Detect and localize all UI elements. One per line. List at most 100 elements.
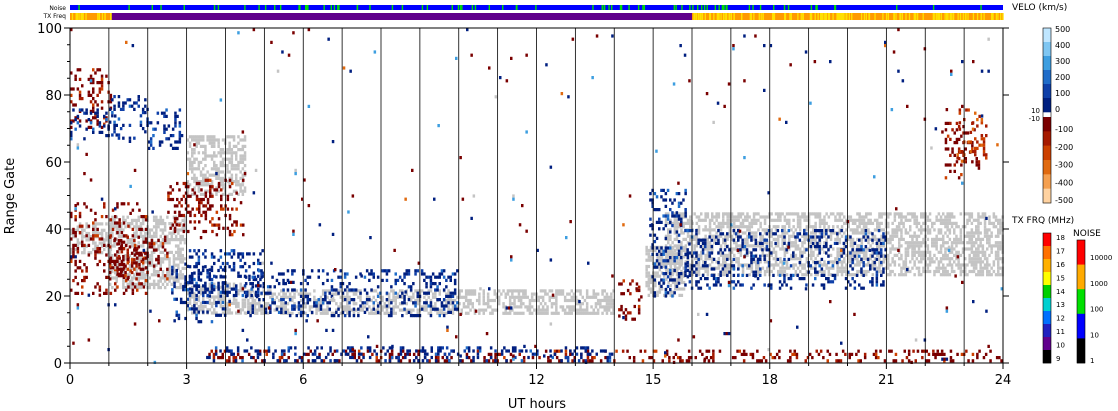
data-cell bbox=[862, 269, 866, 274]
data-cell bbox=[935, 266, 938, 270]
data-cell bbox=[126, 261, 129, 265]
data-cell bbox=[728, 225, 732, 229]
data-cell bbox=[777, 215, 780, 219]
data-cell bbox=[889, 263, 892, 267]
data-cell bbox=[103, 124, 106, 128]
noise-bar-tick bbox=[834, 5, 837, 10]
data-cell bbox=[760, 359, 763, 363]
data-cell bbox=[122, 260, 125, 264]
data-cell bbox=[197, 308, 201, 312]
data-cell bbox=[917, 273, 921, 277]
data-cell bbox=[786, 359, 790, 363]
data-cell bbox=[792, 257, 795, 261]
data-cell bbox=[215, 188, 219, 192]
data-cell bbox=[81, 231, 84, 236]
data-cell bbox=[734, 356, 737, 360]
data-cell bbox=[964, 269, 967, 274]
data-cell bbox=[232, 167, 236, 171]
data-cell bbox=[955, 263, 958, 267]
top-status-bars: Noise TX Freq bbox=[42, 5, 1004, 20]
data-cell bbox=[137, 235, 140, 239]
data-cell bbox=[658, 290, 662, 294]
data-cell bbox=[818, 212, 822, 216]
data-cell bbox=[759, 247, 762, 251]
data-cell bbox=[999, 244, 1002, 248]
data-cell bbox=[177, 231, 180, 235]
data-cell bbox=[689, 266, 692, 270]
data-cell bbox=[232, 285, 236, 289]
data-cell bbox=[111, 266, 115, 270]
data-cell bbox=[654, 271, 657, 275]
data-cell bbox=[816, 247, 820, 251]
data-cell bbox=[794, 241, 798, 245]
data-cell bbox=[188, 298, 192, 302]
data-cell bbox=[708, 241, 712, 245]
data-cell bbox=[860, 231, 864, 235]
data-cell bbox=[89, 74, 93, 78]
data-cell bbox=[233, 197, 236, 202]
data-cell bbox=[850, 352, 854, 356]
data-cell bbox=[407, 295, 411, 299]
data-cell bbox=[103, 202, 106, 206]
data-cell bbox=[561, 292, 565, 296]
data-cell bbox=[221, 311, 225, 315]
data-cell bbox=[717, 266, 721, 270]
data-cell bbox=[180, 197, 183, 202]
data-cell bbox=[893, 273, 897, 277]
data-cell bbox=[981, 250, 985, 254]
data-cell bbox=[953, 269, 956, 274]
data-cell bbox=[673, 212, 677, 216]
data-cell bbox=[898, 221, 901, 225]
data-cell bbox=[156, 121, 160, 125]
noise-bar-tick bbox=[459, 5, 462, 10]
data-cell bbox=[592, 311, 595, 315]
data-cell bbox=[686, 241, 690, 245]
data-cell bbox=[522, 292, 525, 296]
data-cell bbox=[150, 238, 154, 243]
data-cell bbox=[126, 254, 129, 259]
data-cell bbox=[72, 247, 75, 251]
data-cell bbox=[794, 244, 798, 248]
data-cell bbox=[83, 202, 86, 206]
data-cell bbox=[541, 308, 545, 312]
data-cell bbox=[829, 273, 833, 277]
data-cell bbox=[940, 352, 944, 356]
noise-bar-tick bbox=[274, 5, 276, 10]
data-cell bbox=[100, 87, 104, 91]
data-cell bbox=[997, 241, 1000, 245]
data-cell bbox=[144, 254, 147, 258]
data-cell bbox=[840, 269, 844, 274]
data-cell bbox=[836, 253, 839, 257]
data-cell bbox=[98, 285, 102, 289]
data-cell bbox=[724, 253, 727, 257]
data-cell bbox=[70, 71, 73, 75]
data-cell bbox=[126, 251, 129, 255]
data-cell bbox=[907, 352, 911, 356]
data-cell bbox=[643, 349, 647, 353]
data-cell bbox=[788, 212, 791, 216]
data-cell bbox=[680, 215, 683, 219]
data-cell bbox=[970, 269, 974, 274]
data-cell bbox=[612, 305, 615, 309]
data-cell bbox=[202, 180, 205, 184]
data-cell bbox=[944, 215, 947, 219]
data-cell bbox=[719, 250, 723, 254]
data-cell bbox=[924, 234, 927, 238]
data-cell bbox=[83, 251, 86, 255]
data-cell bbox=[744, 237, 747, 241]
data-cell bbox=[109, 218, 113, 222]
data-cell bbox=[491, 308, 494, 312]
noise-bar-tick bbox=[151, 5, 153, 10]
data-cell bbox=[383, 305, 386, 309]
data-cell bbox=[891, 247, 894, 251]
data-cell bbox=[633, 304, 636, 309]
data-cell bbox=[807, 244, 811, 248]
data-cell bbox=[691, 221, 694, 225]
data-cell bbox=[913, 221, 916, 225]
data-cell bbox=[748, 228, 751, 232]
data-cell bbox=[913, 212, 916, 216]
data-cell bbox=[124, 254, 127, 258]
data-cell bbox=[232, 144, 236, 148]
data-cell bbox=[401, 289, 404, 293]
data-cell bbox=[763, 218, 767, 222]
